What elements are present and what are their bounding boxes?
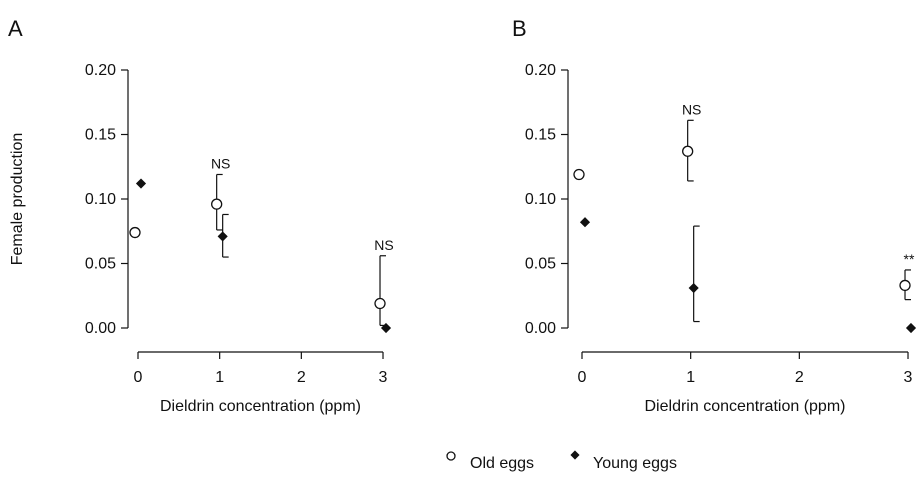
- y-tick-label: 0.05: [85, 256, 116, 273]
- y-tick-label: 0.20: [85, 62, 116, 79]
- panel-letter: B: [512, 16, 527, 41]
- x-axis-label: Dieldrin concentration (ppm): [160, 398, 361, 415]
- legend-old-eggs-label: Old eggs: [470, 455, 534, 472]
- y-axis-label: Female production: [9, 133, 26, 266]
- panel-letter: A: [8, 16, 23, 41]
- data-point-young-eggs: [217, 231, 228, 242]
- data-point-young-eggs: [688, 282, 699, 294]
- x-tick-label: 0: [578, 369, 587, 386]
- significance-label: **: [904, 251, 915, 267]
- x-axis-label: Dieldrin concentration (ppm): [645, 398, 846, 415]
- x-tick-label: 3: [904, 369, 913, 386]
- data-point-old-eggs: [211, 198, 223, 210]
- y-tick-label: 0.00: [85, 320, 116, 337]
- data-point-young-eggs: [905, 322, 917, 334]
- y-tick-label: 0.10: [85, 191, 116, 208]
- x-tick-label: 1: [215, 369, 224, 386]
- panel-a: A 0.00 0.05 0.10 0.15 0.20 0 1 2 3 Dieldrin concen…: [8, 16, 394, 415]
- x-tick-label: 2: [795, 369, 804, 386]
- panel-b: B 0.00 0.05 0.10 0.15 0.20 0 1 2 3 Dieldrin concen…: [512, 16, 917, 415]
- x-tick-label: 2: [297, 369, 306, 386]
- y-tick-label: 0.15: [85, 127, 116, 144]
- data-point-old-eggs: [573, 168, 585, 181]
- data-point-young-eggs: [380, 322, 392, 334]
- y-tick-label: 0.05: [525, 256, 556, 273]
- legend: Old eggs Young eggs: [446, 450, 677, 472]
- legend-young-eggs-label: Young eggs: [593, 455, 677, 472]
- data-point-old-eggs: [374, 297, 386, 310]
- significance-label: NS: [374, 237, 393, 253]
- y-tick-label: 0.00: [525, 320, 556, 337]
- x-tick-label: 3: [379, 369, 388, 386]
- data-point-young-eggs: [135, 178, 147, 189]
- data-point-old-eggs: [129, 226, 141, 239]
- data-point-old-eggs: [682, 145, 694, 157]
- legend-old-eggs-marker: [446, 451, 456, 461]
- x-tick-label: 0: [134, 369, 143, 386]
- x-tick-label: 1: [686, 369, 695, 386]
- y-tick-label: 0.10: [525, 191, 556, 208]
- legend-young-eggs-marker: [570, 450, 580, 460]
- y-tick-label: 0.15: [525, 127, 556, 144]
- data-point-old-eggs: [899, 279, 911, 292]
- significance-label: NS: [682, 101, 701, 117]
- data-point-young-eggs: [579, 217, 591, 228]
- y-tick-label: 0.20: [525, 62, 556, 79]
- significance-label: NS: [211, 155, 230, 171]
